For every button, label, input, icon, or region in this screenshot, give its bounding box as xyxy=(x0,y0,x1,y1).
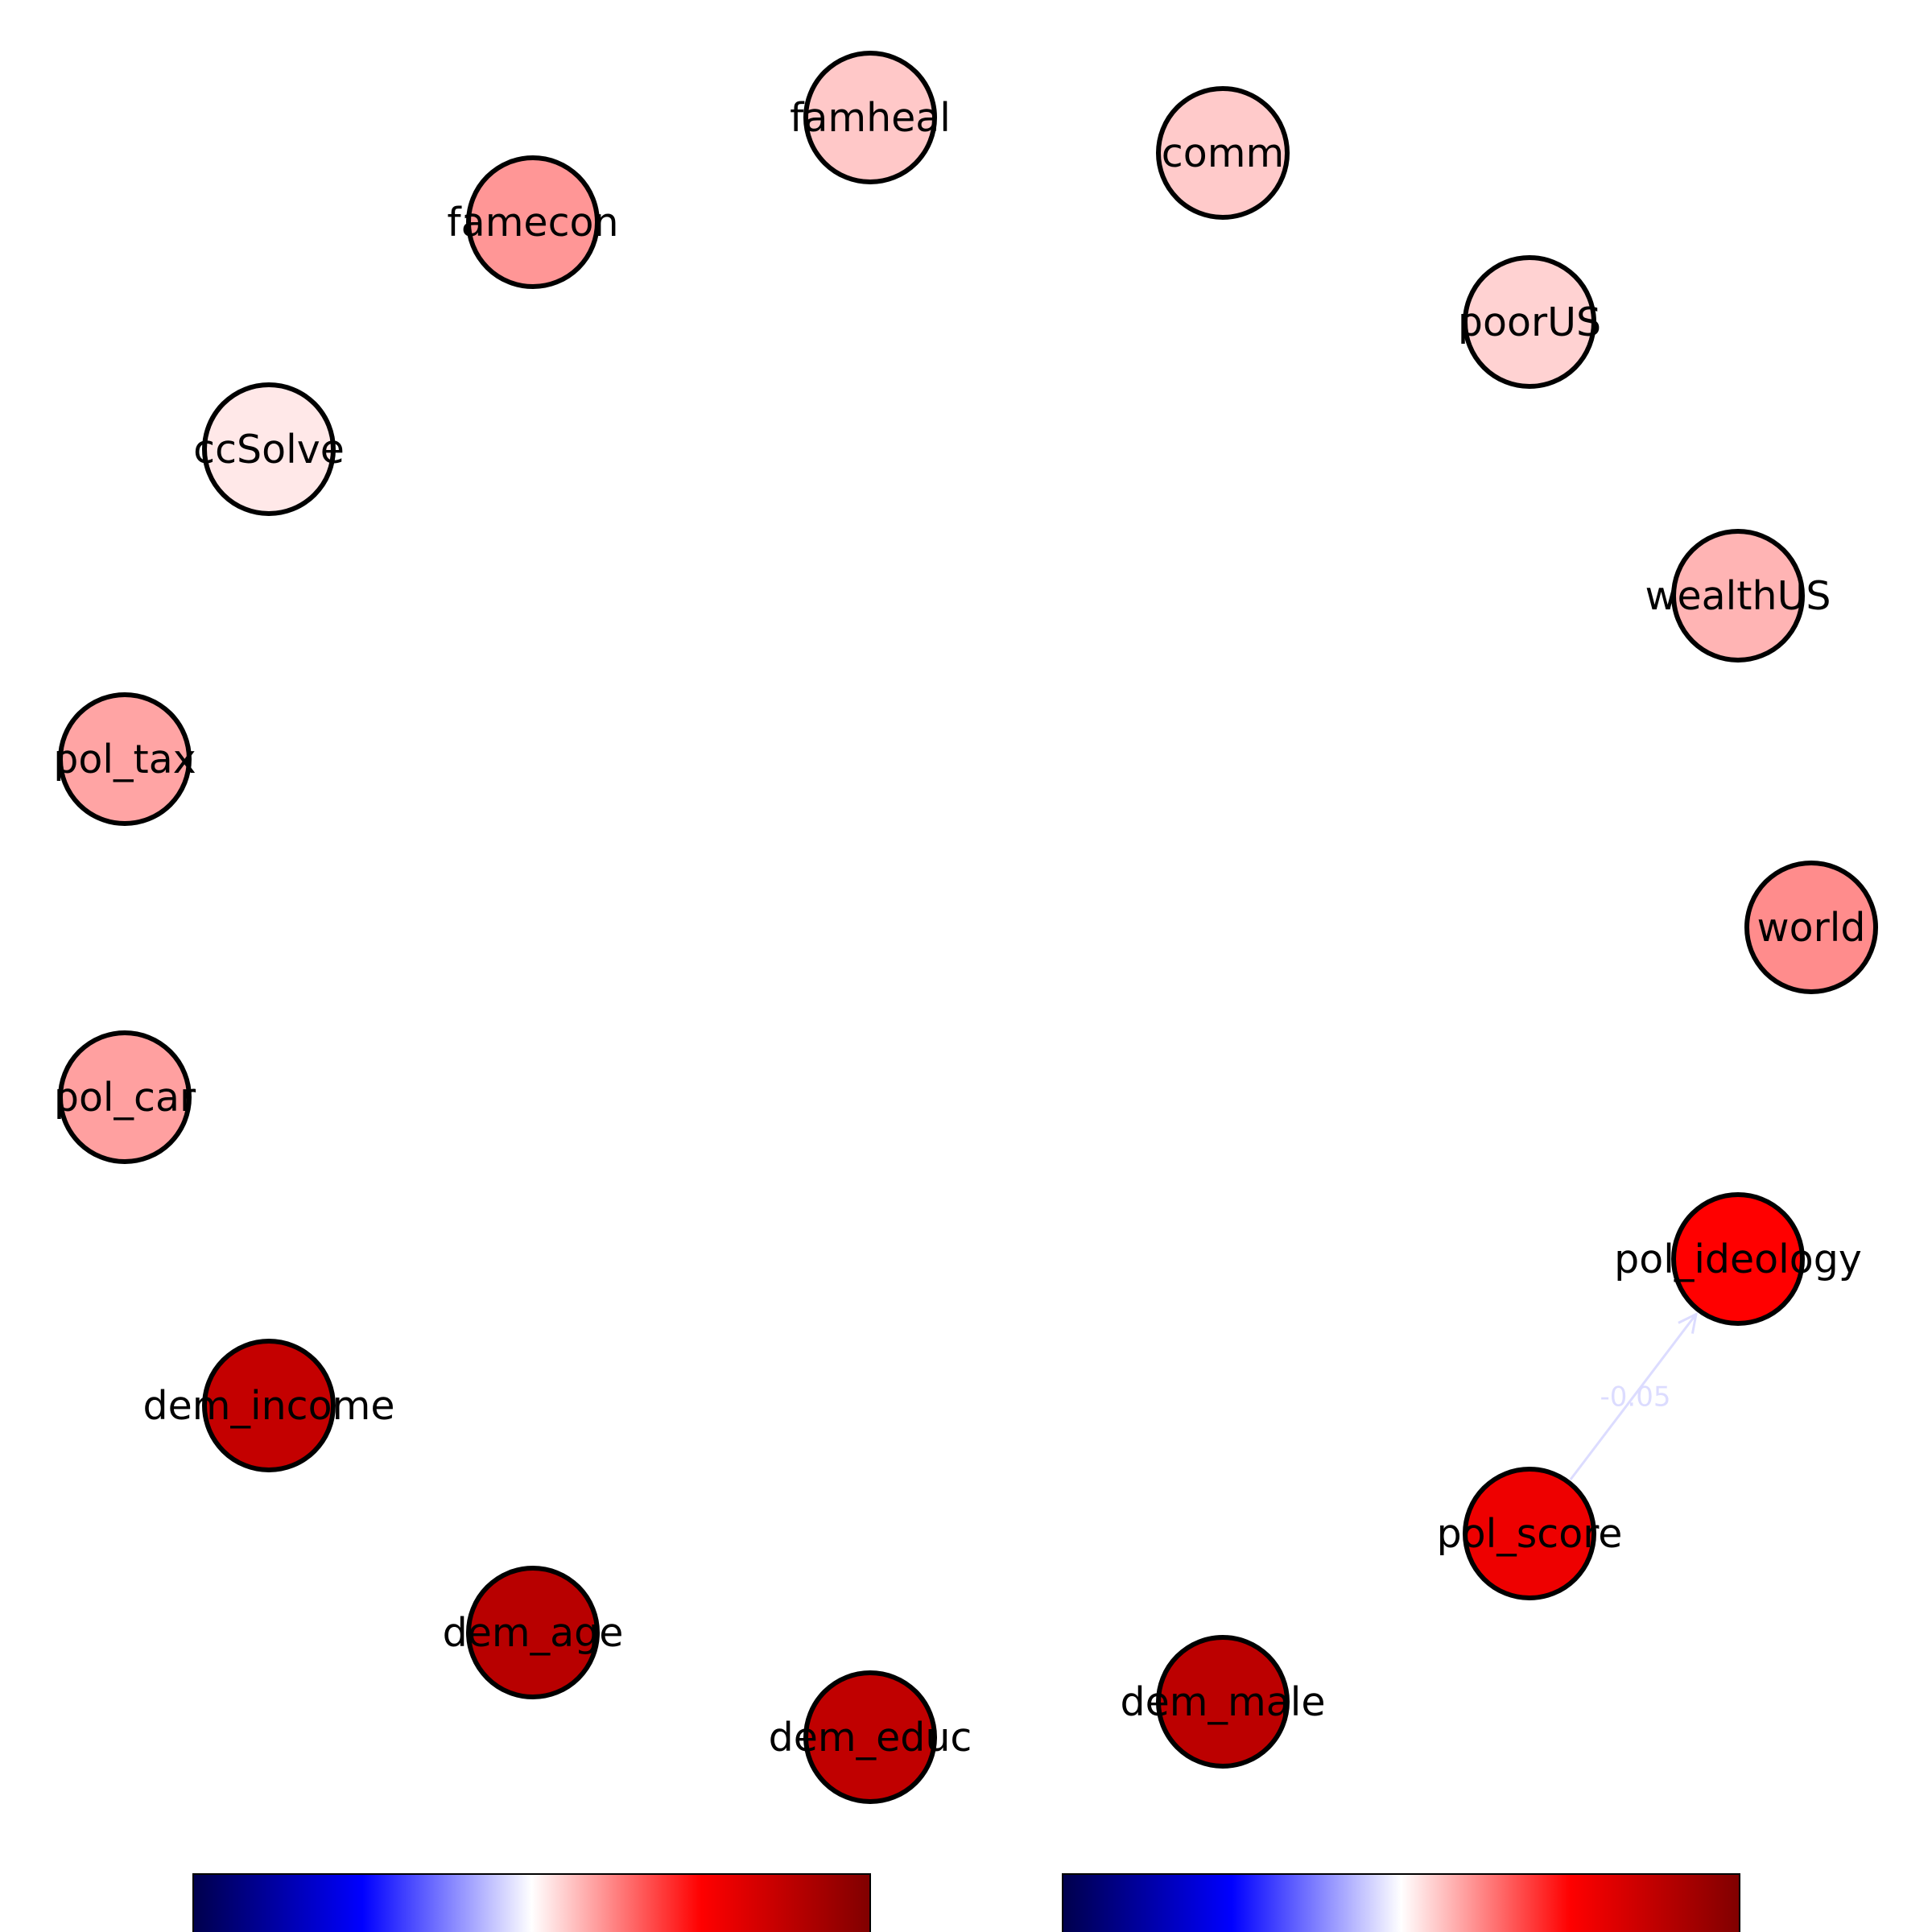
node-label: world xyxy=(1757,905,1866,951)
node-pol_tax: pol_tax xyxy=(53,692,196,826)
node-label: pol_car xyxy=(54,1075,196,1121)
edge-arrowhead xyxy=(1678,1311,1699,1334)
node-wealthUS: wealthUS xyxy=(1645,529,1831,663)
node-circle xyxy=(466,155,600,289)
node-colorbar xyxy=(192,1873,871,1932)
node-label: pol_score xyxy=(1437,1511,1623,1557)
node-circle xyxy=(202,382,336,516)
colorbars-layer xyxy=(192,1873,1740,1932)
node-famheal: famheal xyxy=(790,51,951,184)
node-circle xyxy=(1463,255,1596,389)
node-pol_ideology: pol_ideology xyxy=(1614,1192,1862,1326)
node-circle xyxy=(1671,1192,1805,1326)
edges-layer: -0.05 xyxy=(1569,1311,1699,1481)
node-famecon: famecon xyxy=(447,155,619,289)
node-circle xyxy=(803,1670,937,1804)
node-poorUS: poorUS xyxy=(1458,255,1601,389)
node-dem_educ: dem_educ xyxy=(769,1670,972,1804)
node-label: pol_ideology xyxy=(1614,1236,1862,1282)
node-label: dem_age xyxy=(443,1610,624,1656)
node-label: dem_income xyxy=(143,1383,395,1429)
node-circle xyxy=(1156,86,1290,220)
node-circle xyxy=(58,1030,192,1164)
node-circle xyxy=(202,1339,336,1472)
node-dem_income: dem_income xyxy=(143,1339,395,1472)
node-label: poorUS xyxy=(1458,299,1601,345)
node-dem_age: dem_age xyxy=(443,1566,624,1699)
node-circle xyxy=(466,1566,600,1699)
edge-pol_score-pol_ideology: -0.05 xyxy=(1569,1311,1699,1481)
node-label: ccSolve xyxy=(193,427,345,473)
node-pol_car: pol_car xyxy=(54,1030,196,1164)
edge-line xyxy=(1569,1313,1698,1481)
node-circle xyxy=(1463,1467,1596,1600)
node-label: famheal xyxy=(790,95,951,141)
edge-colorbar xyxy=(1062,1873,1740,1932)
node-label: famecon xyxy=(447,200,618,246)
node-dem_male: dem_male xyxy=(1120,1635,1326,1769)
node-label: pol_tax xyxy=(53,737,196,782)
node-circle xyxy=(58,692,192,826)
node-label: dem_educ xyxy=(769,1715,972,1761)
node-label: wealthUS xyxy=(1645,573,1831,619)
node-circle xyxy=(1744,861,1878,994)
node-label: comm xyxy=(1162,130,1284,176)
edge-weight-label: -0.05 xyxy=(1600,1381,1671,1414)
node-label: dem_male xyxy=(1120,1679,1325,1725)
node-circle xyxy=(1156,1635,1290,1769)
node-ccSolve: ccSolve xyxy=(193,382,345,516)
node-circle xyxy=(1671,529,1805,663)
nodes-layer: famheal comm famecon poorUS ccSolve wealthUS p… xyxy=(53,51,1878,1804)
node-world: world xyxy=(1744,861,1878,994)
node-comm: comm xyxy=(1156,86,1290,220)
node-circle xyxy=(803,51,937,184)
node-pol_score: pol_score xyxy=(1437,1467,1623,1600)
